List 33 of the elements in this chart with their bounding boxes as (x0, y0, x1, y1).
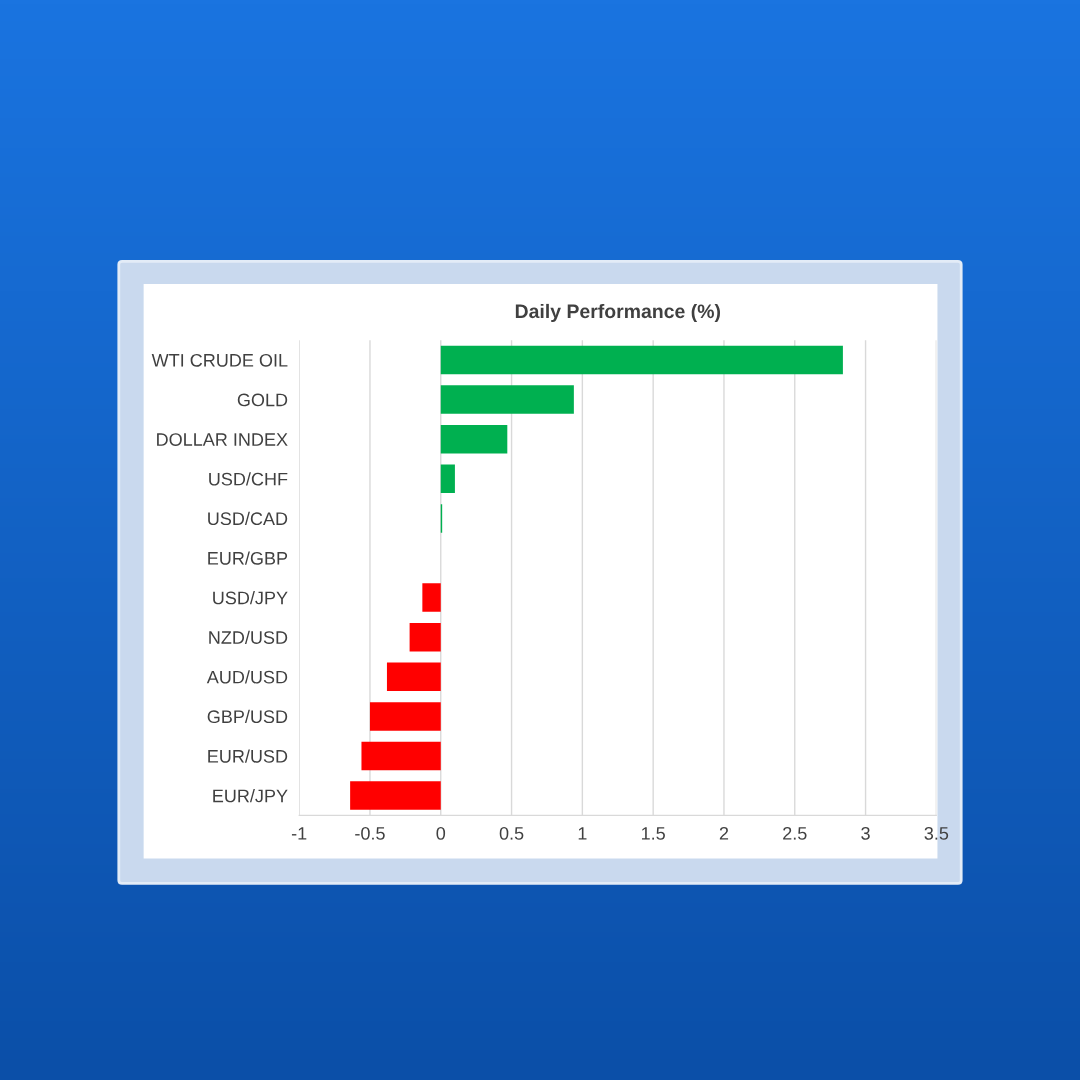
x-tick-label: 1 (578, 827, 587, 840)
bar (361, 741, 441, 771)
y-tick-label: GBP/USD (207, 709, 288, 724)
x-tick-label: 3.5 (924, 826, 949, 840)
bar (409, 622, 441, 652)
y-tick-label: EUR/GBP (208, 551, 288, 565)
x-tick-label: 0 (436, 826, 446, 840)
y-tick-label: NZD/USD (209, 630, 288, 644)
y-tick-label: USD/JPY (213, 591, 288, 605)
x-tick-label: -1 (291, 827, 307, 840)
x-tick-label: 3 (861, 826, 870, 840)
x-tick-label: 2.5 (783, 826, 807, 840)
y-tick-label: EUR/JPY (213, 789, 288, 803)
bar (440, 345, 843, 375)
bar (422, 583, 441, 612)
chart-title: Daily Performance (%) (515, 303, 720, 323)
bar (386, 662, 441, 692)
x-tick-label: 2 (719, 826, 729, 840)
y-tick-label: WTI CRUDE OIL (151, 353, 288, 367)
bar (440, 385, 574, 414)
bar (440, 464, 455, 494)
y-tick-label: AUD/USD (206, 670, 288, 684)
y-tick-label: USD/CAD (208, 511, 288, 526)
y-tick-label: DOLLAR INDEX (157, 433, 288, 446)
y-tick-label: GOLD (237, 393, 288, 407)
bar (350, 781, 441, 810)
y-tick-label: USD/CHF (209, 472, 288, 486)
bar (440, 424, 508, 454)
y-tick-label: EUR/USD (208, 749, 288, 763)
x-tick-label: -0.5 (355, 826, 385, 840)
x-tick-label: 0.5 (499, 826, 524, 840)
bar (369, 702, 441, 731)
x-tick-label: 1.5 (641, 827, 665, 840)
